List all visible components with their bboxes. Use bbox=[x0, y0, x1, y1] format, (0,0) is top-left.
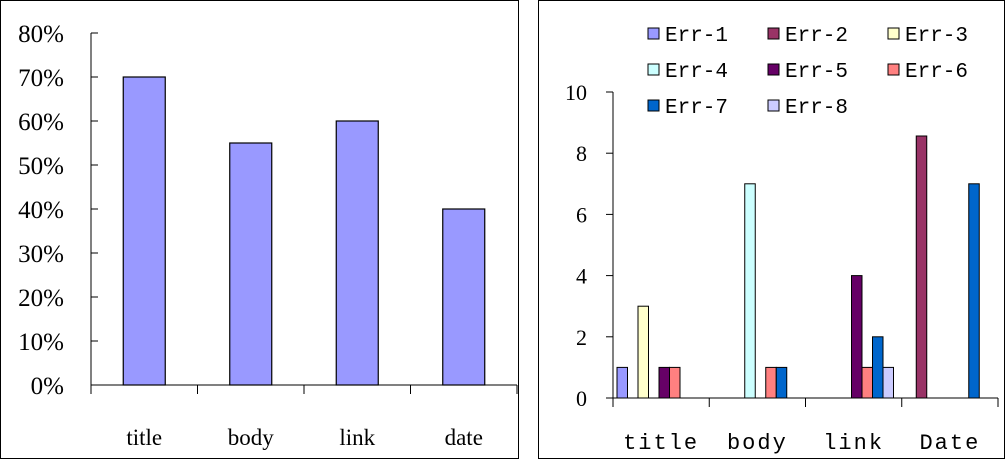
x-tick-label: link bbox=[339, 425, 375, 450]
legend-label: Err-4 bbox=[665, 61, 728, 84]
bar-Err-5-title bbox=[658, 366, 670, 399]
legend-label: Err-2 bbox=[785, 25, 848, 48]
legend-swatch bbox=[887, 63, 900, 76]
legend-swatch bbox=[887, 27, 900, 40]
legend-label: Err-5 bbox=[785, 61, 848, 84]
y-tick-label: 0 bbox=[576, 386, 587, 411]
bar-Err-6-title bbox=[669, 366, 681, 399]
y-tick-label: 10 bbox=[565, 80, 587, 105]
bar-Err-7-Date bbox=[968, 183, 980, 399]
bar-Err-6-link bbox=[861, 366, 873, 399]
x-tick-label: body bbox=[228, 425, 275, 450]
chart-errors-panel: 0 2 4 6 8 10 title body link Date Err-1 Err-2 Err-3 E… bbox=[538, 0, 1006, 459]
bar-Err-7-link bbox=[872, 336, 884, 399]
y-tick-label: 50% bbox=[18, 153, 64, 180]
y-tick-label: 70% bbox=[18, 65, 64, 92]
chart-percent: 0% 10% 20% 30% 40% 50% 60% 70% 80% title body link d… bbox=[0, 0, 519, 459]
x-tick-label: title bbox=[126, 425, 162, 450]
bar-link bbox=[335, 120, 379, 386]
y-tick-label: 8 bbox=[576, 141, 587, 166]
x-tick-label: Date bbox=[919, 431, 980, 456]
bar-Err-5-link bbox=[851, 275, 863, 399]
bar-Err-7-body bbox=[775, 366, 788, 399]
x-tick-label: title bbox=[623, 431, 699, 456]
bar-Err-2-Date bbox=[915, 135, 928, 399]
bar-date bbox=[442, 208, 486, 386]
bar-Err-6-body bbox=[765, 366, 777, 399]
legend-label: Err-3 bbox=[905, 25, 968, 48]
legend-label: Err-7 bbox=[665, 97, 728, 120]
legend-swatch bbox=[647, 99, 660, 112]
bar-Err-8-link bbox=[882, 366, 894, 399]
y-tick-label: 80% bbox=[18, 21, 64, 48]
y-tick-label: 4 bbox=[576, 264, 587, 289]
y-tick-label: 60% bbox=[18, 109, 64, 136]
legend-label: Err-6 bbox=[905, 61, 968, 84]
bar-Err-1-title bbox=[616, 366, 628, 399]
y-tick-label: 20% bbox=[18, 285, 64, 312]
x-tick-label: date bbox=[445, 425, 483, 450]
y-tick-label: 10% bbox=[18, 329, 64, 356]
bar-Err-4-body bbox=[744, 183, 756, 399]
legend-swatch bbox=[767, 99, 780, 112]
chart-errors: 0 2 4 6 8 10 title body link Date Err-1 Err-2 Err-3 E… bbox=[538, 0, 1005, 459]
bar-body bbox=[229, 142, 273, 386]
x-tick-label: body bbox=[727, 431, 788, 456]
legend-swatch bbox=[767, 63, 780, 76]
y-tick-label: 30% bbox=[18, 241, 64, 268]
y-tick-label: 0% bbox=[31, 373, 64, 400]
legend-swatch bbox=[647, 27, 660, 40]
x-tick-label: link bbox=[823, 431, 884, 456]
y-tick-label: 6 bbox=[576, 202, 587, 227]
legend-label: Err-8 bbox=[785, 97, 848, 120]
bar-title bbox=[122, 76, 166, 386]
y-tick-label: 2 bbox=[576, 325, 587, 350]
chart-percent-panel: 0% 10% 20% 30% 40% 50% 60% 70% 80% title body link d… bbox=[0, 0, 519, 459]
legend-label: Err-1 bbox=[665, 25, 728, 48]
legend-swatch bbox=[647, 63, 660, 76]
legend-swatch bbox=[767, 27, 780, 40]
y-tick-label: 40% bbox=[18, 197, 64, 224]
bar-Err-3-title bbox=[637, 305, 649, 399]
